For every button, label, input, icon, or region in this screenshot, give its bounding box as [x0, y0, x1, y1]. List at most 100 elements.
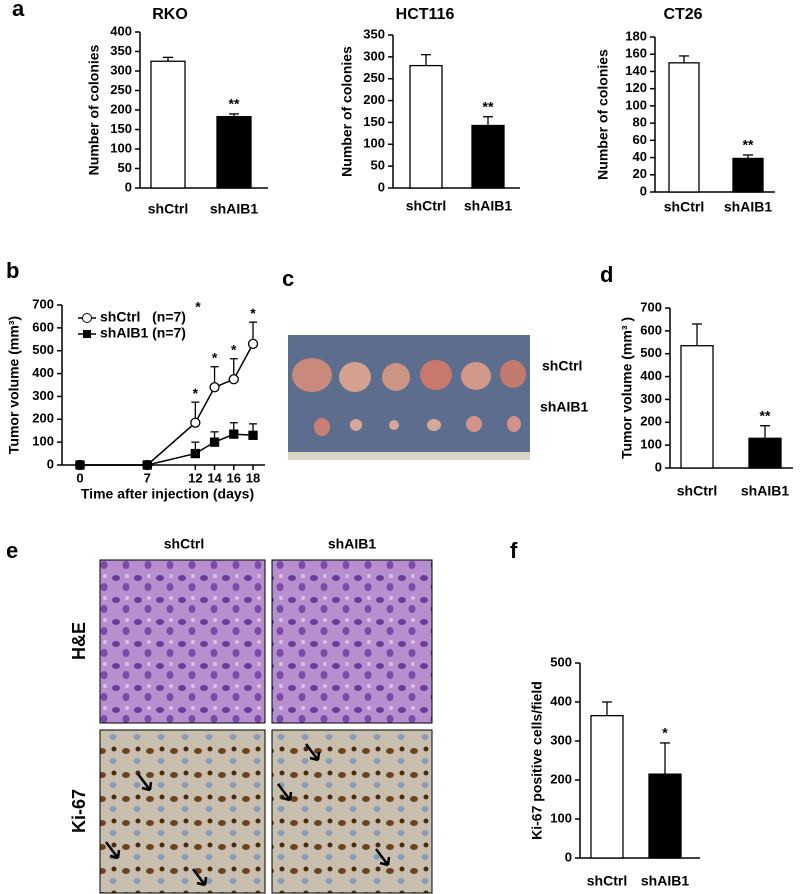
panel-letters: a b c d e f: [6, 0, 613, 563]
y-tick-label: 80: [633, 115, 647, 130]
x-tick-label: shCtrl: [587, 873, 627, 889]
photo-e: shCtrl shAIB1 H&E Ki-67: [69, 536, 433, 894]
x-tick-label: shAIB1: [210, 201, 258, 217]
bar: [732, 157, 764, 193]
photo-c: shCtrl shAIB1: [288, 335, 588, 460]
y-tick-label: 20: [633, 166, 647, 181]
y-tick-label: 100: [32, 434, 54, 449]
y-tick-label: 0: [378, 179, 385, 194]
tumor: [314, 418, 330, 436]
y-axis-label: Number of colonies: [595, 49, 611, 180]
marker: [142, 460, 152, 470]
marker: [228, 374, 239, 385]
row-label: H&E: [69, 622, 89, 660]
micrograph: [99, 559, 266, 724]
marker: [209, 382, 220, 393]
arrow: [192, 868, 208, 887]
panel-letter: d: [600, 262, 613, 287]
tumor: [292, 358, 332, 392]
y-tick-label: 600: [640, 322, 662, 337]
y-tick-label: 600: [32, 319, 54, 334]
chart-title: CT26: [663, 6, 702, 23]
y-tick-label: 200: [640, 414, 662, 429]
bar: [471, 124, 505, 189]
annotation: *: [662, 725, 668, 741]
x-tick-label: 18: [246, 470, 260, 485]
y-tick-label: 300: [110, 62, 132, 77]
legend-annotation: *: [195, 299, 201, 315]
bar: [590, 715, 624, 859]
chart-title: HCT116: [396, 6, 455, 23]
micrograph: [99, 729, 266, 894]
annotation: *: [231, 341, 237, 357]
y-tick-label: 100: [550, 810, 572, 825]
tumor: [466, 416, 482, 432]
y-axis-label: Tumor volume (mm³): [6, 316, 22, 454]
arrow: [105, 841, 121, 860]
y-tick-label: 250: [363, 70, 385, 85]
y-tick-label: 350: [363, 26, 385, 41]
marker: [75, 460, 85, 470]
x-tick-label: 12: [188, 470, 202, 485]
y-tick-label: 100: [625, 97, 647, 112]
photo-label: shCtrl: [542, 358, 582, 374]
marker: [248, 430, 258, 440]
y-tick-label: 50: [371, 158, 385, 173]
panel-letter: f: [510, 538, 518, 563]
micrograph: [271, 559, 433, 724]
tumor: [507, 416, 521, 432]
x-tick-label: 14: [207, 470, 222, 485]
bar: [150, 60, 186, 189]
annotation: **: [760, 407, 771, 423]
y-tick-label: 0: [47, 456, 54, 471]
y-tick-label: 200: [110, 101, 132, 116]
y-tick-label: 100: [363, 136, 385, 151]
x-tick-label: shAIB1: [741, 483, 789, 499]
annotation: *: [212, 349, 218, 365]
arrow: [277, 783, 293, 802]
bar: [648, 773, 682, 859]
y-tick-label: 500: [640, 345, 662, 360]
panel-letter: c: [282, 266, 294, 291]
tumor: [350, 419, 362, 431]
y-tick-label: 0: [565, 849, 572, 864]
y-tick-label: 180: [625, 28, 647, 43]
x-tick-label: 16: [227, 470, 241, 485]
y-tick-label: 250: [110, 82, 132, 97]
x-tick-label: shAIB1: [641, 873, 689, 889]
x-tick-label: shCtrl: [148, 201, 188, 217]
annotation: *: [250, 305, 256, 321]
y-tick-label: 400: [550, 693, 572, 708]
x-axis-label: Time after injection (days): [81, 486, 254, 502]
y-tick-label: 100: [110, 140, 132, 155]
panel-letter: a: [12, 0, 25, 21]
annotation: **: [229, 96, 240, 112]
row-label: Ki-67: [69, 789, 89, 833]
y-tick-label: 100: [640, 437, 662, 452]
y-tick-label: 400: [640, 368, 662, 383]
tumor: [339, 362, 371, 392]
y-tick-label: 700: [32, 296, 54, 311]
y-tick-label: 500: [550, 654, 572, 669]
y-axis-label: Number of colonies: [339, 46, 355, 177]
y-tick-label: 40: [633, 149, 647, 164]
tumor: [427, 419, 441, 431]
x-tick-label: 0: [76, 470, 83, 485]
bar: [216, 115, 252, 189]
y-tick-label: 150: [363, 114, 385, 129]
x-tick-label: 7: [144, 470, 151, 485]
annotation: **: [743, 137, 754, 153]
micrograph: [271, 729, 433, 894]
y-tick-label: 700: [640, 299, 662, 314]
y-tick-label: 200: [32, 411, 54, 426]
y-tick-label: 400: [110, 23, 132, 38]
photo: [288, 335, 530, 460]
photo-label: shAIB1: [540, 399, 588, 415]
tumor: [382, 363, 410, 391]
panel-letter: b: [6, 258, 19, 283]
x-tick-label: shCtrl: [677, 483, 717, 499]
x-tick-label: shCtrl: [664, 199, 704, 215]
tumor: [389, 420, 399, 430]
y-axis-label: Tumor volume (mm³ ): [619, 317, 635, 459]
y-tick-label: 160: [625, 46, 647, 61]
